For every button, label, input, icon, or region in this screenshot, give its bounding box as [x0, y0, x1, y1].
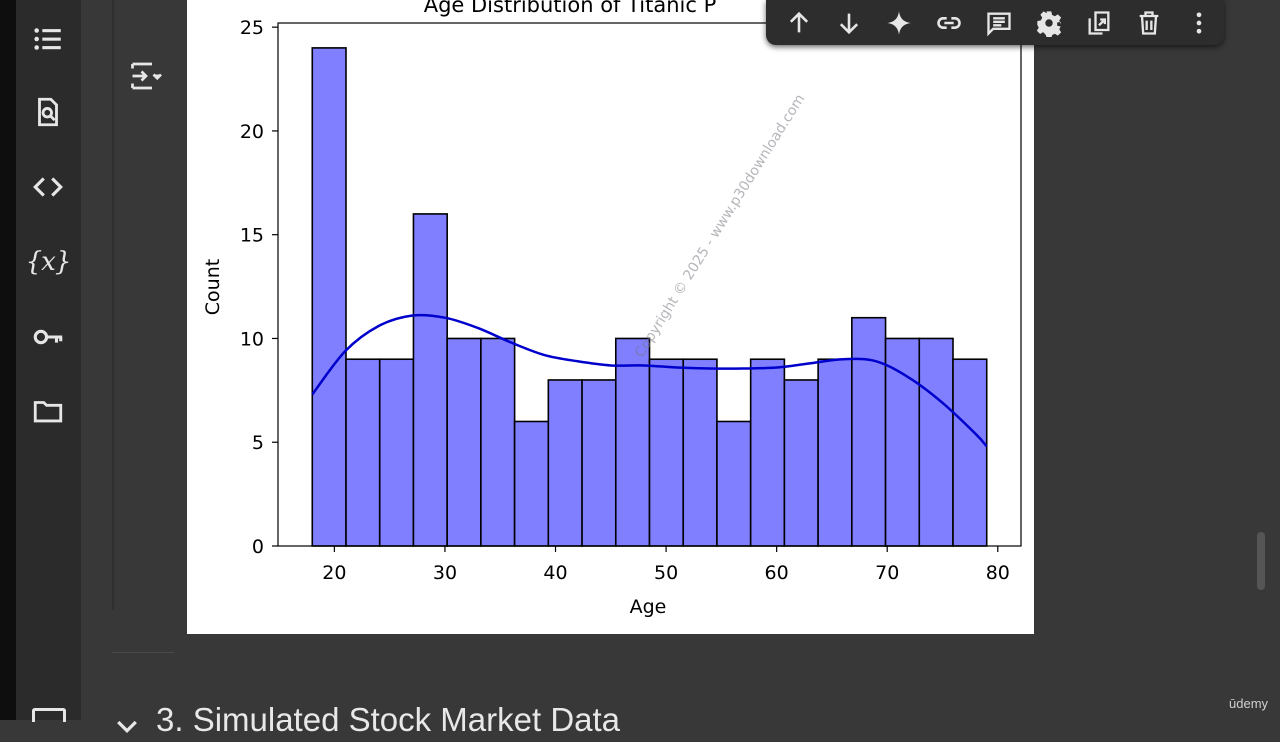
histogram-bar [918, 337, 954, 547]
chevron-down-icon[interactable] [112, 712, 142, 742]
cell-toolbar [766, 0, 1224, 45]
terminal-icon[interactable] [32, 708, 66, 722]
window-left-edge [0, 0, 16, 720]
x-tick-label: 60 [765, 562, 789, 584]
comment-icon[interactable] [974, 3, 1024, 43]
x-tick-label: 80 [986, 562, 1010, 584]
chart-title: Age Distribution of Titanic P [424, 0, 717, 17]
udemy-logo: ūdemy [1229, 696, 1269, 711]
files-folder-icon[interactable] [30, 393, 66, 429]
y-tick-label: 10 [240, 328, 264, 350]
histogram-bar [749, 358, 786, 547]
histogram-bar [480, 337, 516, 547]
code-snippets-icon[interactable] [30, 169, 66, 205]
move-up-icon[interactable] [774, 3, 824, 43]
secrets-key-icon[interactable] [30, 319, 66, 355]
cell-gutter [112, 0, 114, 610]
histogram-bar [446, 337, 482, 547]
histogram-bar [682, 358, 718, 547]
gemini-sparkle-icon[interactable] [874, 3, 924, 43]
table-of-contents-icon[interactable] [30, 21, 66, 57]
x-tick-label: 20 [322, 562, 346, 584]
mirror-cell-icon[interactable] [1074, 3, 1124, 43]
x-axis-label: Age [630, 596, 667, 618]
kde-curve [311, 313, 988, 448]
chart-output: Age Distribution of Titanic P 20 30 40 50 60… [187, 0, 1034, 634]
histogram-bar [851, 316, 887, 547]
histogram-bar [412, 213, 448, 547]
x-tick-label: 40 [543, 562, 567, 584]
histogram-bar [614, 337, 651, 547]
x-tick-label: 50 [654, 562, 678, 584]
histogram-bar [547, 379, 583, 547]
histogram-bar [716, 420, 752, 547]
delete-trash-icon[interactable] [1124, 3, 1174, 43]
histogram-bar [345, 358, 381, 547]
histogram-bar [581, 379, 617, 547]
y-tick-label: 15 [240, 225, 264, 247]
y-tick-label: 20 [240, 121, 264, 143]
variables-icon[interactable]: {x} [26, 244, 72, 280]
variables-icon-text: {x} [25, 247, 72, 277]
histogram-bar [311, 47, 347, 547]
scrollbar-thumb[interactable] [1257, 532, 1265, 590]
next-section-header[interactable]: 3. Simulated Stock Market Data [112, 698, 620, 742]
more-vert-icon[interactable] [1174, 3, 1224, 43]
histogram-bar [648, 358, 685, 547]
histogram-bar [884, 337, 921, 547]
y-tick-label: 0 [252, 536, 264, 558]
y-tick-label: 25 [240, 17, 264, 39]
histogram-bar [952, 358, 988, 547]
x-tick-label: 30 [433, 562, 457, 584]
find-replace-icon[interactable] [30, 94, 66, 130]
move-down-icon[interactable] [824, 3, 874, 43]
histogram-bar [378, 358, 415, 547]
plot-frame [277, 22, 1022, 547]
histogram-bar [783, 379, 819, 547]
left-sidebar-rail: {x} [16, 0, 81, 720]
histogram-chart: Age Distribution of Titanic P 20 30 40 50 60… [202, 0, 1022, 618]
link-icon[interactable] [924, 3, 974, 43]
settings-gear-icon[interactable] [1024, 3, 1074, 43]
x-tick-label: 70 [875, 562, 899, 584]
output-actions-icon[interactable] [128, 58, 164, 94]
y-tick-label: 5 [252, 432, 264, 454]
y-axis-label: Count [202, 259, 224, 315]
histogram-bar [513, 420, 550, 547]
cell-divider [112, 652, 174, 653]
section-heading: 3. Simulated Stock Market Data [156, 701, 621, 738]
histogram-bar [817, 358, 853, 547]
